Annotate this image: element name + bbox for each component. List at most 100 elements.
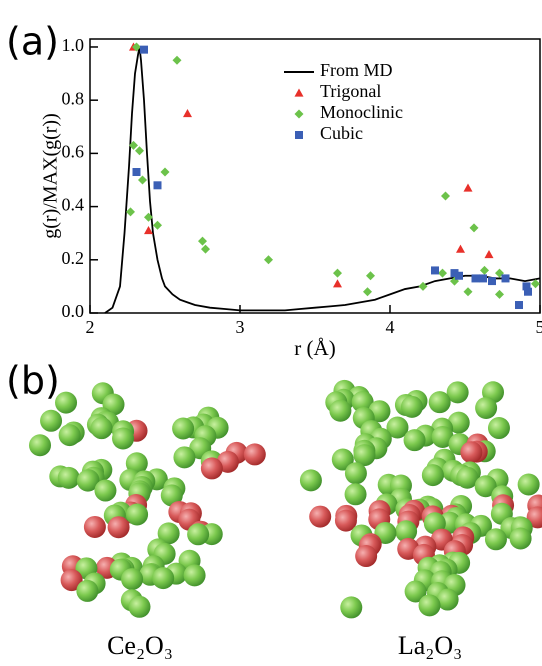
oxygen-atom: [456, 466, 479, 489]
oxygen-atom: [344, 462, 367, 485]
oxygen-atom: [58, 424, 81, 447]
oxygen-atom: [353, 444, 376, 467]
oxygen-atom: [484, 528, 507, 551]
metal-atom: [334, 509, 357, 532]
triangle-point: [144, 226, 153, 235]
oxygen-atom: [403, 429, 426, 452]
oxygen-atom: [173, 446, 196, 469]
structures: [29, 379, 542, 619]
plot-frame: [89, 38, 541, 314]
square-point: [522, 282, 531, 291]
oxygen-atom: [474, 475, 497, 498]
y-tick-label: 0.0: [62, 301, 85, 321]
diamond-point: [438, 268, 447, 278]
triangle-point: [456, 244, 465, 253]
diamond-point: [418, 281, 428, 291]
triangle-point: [484, 249, 494, 259]
legend-label: Cubic: [320, 123, 363, 143]
metal-atom: [355, 545, 378, 568]
legend-label: Trigonal: [320, 81, 381, 101]
diamond-point: [172, 55, 182, 65]
oxygen-atom: [299, 469, 322, 492]
metal-atom: [107, 516, 130, 539]
oxygen-atom: [57, 466, 80, 489]
oxygen-atom: [421, 464, 444, 487]
oxygen-atom: [29, 434, 52, 457]
diamond-point: [333, 268, 342, 278]
square-point: [471, 274, 480, 283]
square-point: [431, 266, 439, 275]
diamond-point: [201, 244, 210, 254]
structure-label: Ce₂O₃: [107, 631, 173, 660]
oxygen-atom: [90, 417, 113, 440]
diamond-point: [198, 236, 207, 246]
x-axis-label: r (Å): [294, 336, 335, 360]
structure-label: La₂O₃: [398, 631, 462, 660]
diamond-point: [480, 265, 489, 275]
oxygen-atom: [157, 522, 180, 545]
square-point: [140, 45, 148, 54]
oxygen-atom: [94, 479, 117, 502]
oxygen-atom: [447, 411, 470, 434]
oxygen-atom: [172, 417, 195, 440]
metal-atom: [60, 569, 83, 592]
x-tick-label: 4: [386, 317, 395, 337]
oxygen-atom: [436, 588, 459, 611]
square-point: [295, 131, 303, 139]
x-tick-label: 3: [236, 317, 245, 337]
diamond-point: [132, 42, 141, 52]
y-axis-label: g(r)/MAX(g(r)): [40, 113, 62, 239]
square-point: [524, 287, 532, 296]
triangle-point: [333, 279, 342, 288]
triangle-point: [294, 88, 304, 97]
diamond-point: [495, 289, 504, 299]
square-point: [501, 274, 510, 283]
oxygen-atom: [428, 391, 451, 414]
legend-label: Monoclinic: [320, 102, 403, 122]
y-tick-label: 1.0: [62, 35, 85, 55]
oxygen-atom: [351, 391, 374, 414]
oxygen-atom: [344, 483, 367, 506]
square-point: [455, 271, 463, 280]
oxygen-atom: [121, 568, 144, 591]
square-point: [132, 168, 141, 177]
square-point: [450, 269, 459, 278]
metal-atom: [243, 443, 266, 466]
diamond-point: [441, 191, 450, 201]
oxygen-atom: [187, 523, 210, 546]
square-point: [153, 181, 162, 190]
diamond-point: [160, 167, 170, 177]
metal-atom: [200, 457, 223, 480]
oxygen-atom: [400, 395, 423, 418]
x-tick-label: 2: [86, 317, 95, 337]
diamond-point: [135, 146, 144, 156]
oxygen-atom: [128, 595, 151, 618]
oxygen-atom: [340, 596, 363, 619]
oxygen-atom: [386, 416, 409, 439]
oxygen-atom: [76, 579, 99, 602]
diamond-point: [363, 287, 372, 297]
y-tick-label: 0.8: [62, 88, 85, 108]
metal-atom: [309, 505, 332, 528]
diamond-point: [294, 109, 304, 119]
diamond-point: [153, 220, 162, 230]
diamond-point: [531, 279, 540, 289]
triangle-point: [183, 108, 192, 118]
oxygen-atom: [517, 473, 540, 496]
diamond-point: [138, 175, 147, 185]
panel-label: (a): [6, 20, 59, 64]
panel-label: (b): [6, 359, 60, 403]
oxygen-atom: [487, 417, 510, 440]
oxygen-atom: [112, 427, 135, 450]
oxygen-atom: [331, 448, 354, 471]
triangle-point: [463, 183, 473, 192]
x-tick-label: 5: [536, 317, 542, 337]
oxygen-atom: [404, 580, 427, 603]
metal-atom: [83, 515, 106, 538]
oxygen-atom: [126, 503, 149, 526]
oxygen-atom: [509, 527, 532, 550]
diamond-point: [469, 223, 479, 233]
oxygen-atom: [446, 381, 469, 404]
oxygen-atom: [183, 564, 206, 587]
